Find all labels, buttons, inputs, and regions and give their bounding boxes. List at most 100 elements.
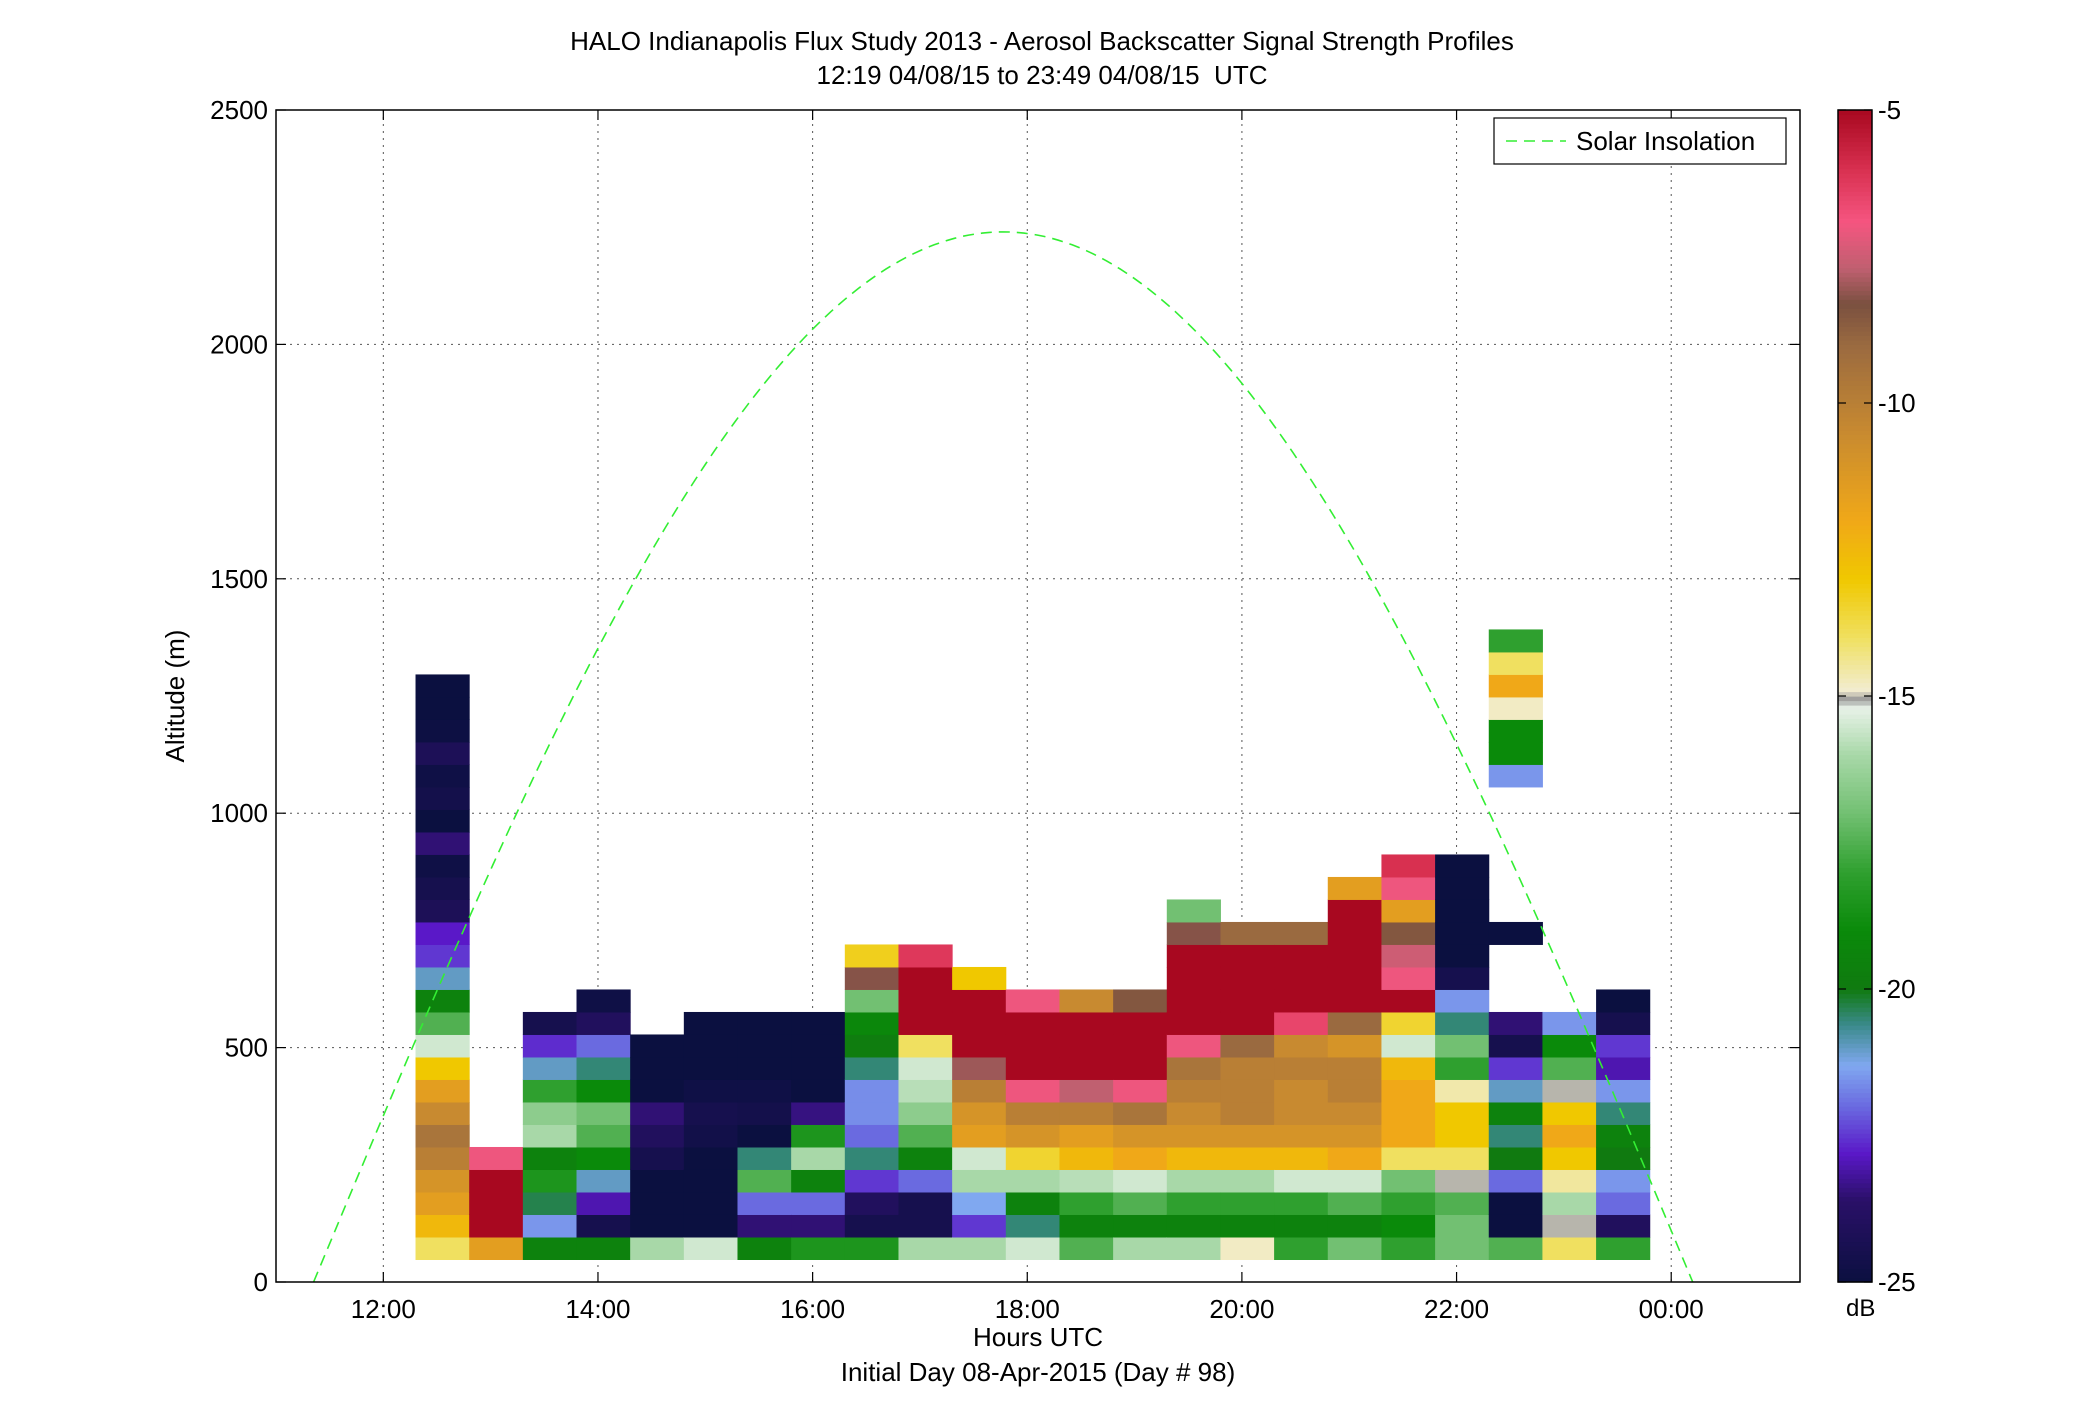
heatmap-cell bbox=[1327, 1056, 1382, 1080]
x-tick-label: 16:00 bbox=[780, 1294, 845, 1324]
heatmap-cell bbox=[1488, 629, 1543, 653]
heatmap-cell bbox=[1596, 1011, 1651, 1035]
heatmap-cell bbox=[1113, 989, 1168, 1013]
heatmap-cell bbox=[898, 1056, 953, 1080]
heatmap-cell bbox=[415, 1214, 470, 1238]
colorbar-strip bbox=[1838, 668, 1872, 675]
heatmap-cell bbox=[576, 989, 631, 1013]
heatmap-cell bbox=[1220, 1191, 1275, 1215]
colorbar-strip bbox=[1838, 114, 1872, 120]
heatmap-cell bbox=[1274, 1056, 1329, 1080]
heatmap-cell bbox=[576, 1079, 631, 1103]
colorbar-strip bbox=[1838, 754, 1872, 760]
colorbar-strip bbox=[1838, 939, 1872, 945]
colorbar-strip bbox=[1838, 1169, 1872, 1175]
heatmap-cell bbox=[1220, 921, 1275, 945]
heatmap-cell bbox=[1059, 1124, 1114, 1148]
heatmap-cell bbox=[1327, 1034, 1382, 1058]
x-tick-label: 20:00 bbox=[1209, 1294, 1274, 1324]
heatmap-cell bbox=[1274, 1124, 1329, 1148]
colorbar-strip bbox=[1838, 542, 1872, 548]
heatmap-cell bbox=[1220, 1056, 1275, 1080]
heatmap-cell bbox=[1435, 854, 1490, 878]
colorbar-strip bbox=[1838, 1268, 1872, 1274]
heatmap-cell bbox=[898, 944, 953, 968]
heatmap-cell bbox=[630, 1214, 685, 1238]
y-axis-ticks: 0 500 1000 1500 2000 2500 bbox=[210, 95, 1800, 1297]
heatmap-cell bbox=[415, 1056, 470, 1080]
colorbar-strip bbox=[1838, 1254, 1872, 1261]
heatmap-cell bbox=[1005, 1034, 1060, 1058]
colorbar-strip bbox=[1838, 840, 1872, 846]
heatmap-cell bbox=[683, 1034, 738, 1058]
colorbar: -5 -10 -15 -20 -25 dB bbox=[1837, 95, 1916, 1322]
heatmap-cell bbox=[1220, 1011, 1275, 1035]
colorbar-strip bbox=[1838, 209, 1872, 215]
colorbar-strip bbox=[1838, 155, 1872, 161]
colorbar-strip bbox=[1838, 921, 1872, 927]
colorbar-strip bbox=[1838, 565, 1872, 571]
colorbar-strip bbox=[1838, 1061, 1872, 1067]
colorbar-strip bbox=[1838, 655, 1872, 661]
colorbar-strip bbox=[1838, 389, 1872, 395]
heatmap-cell bbox=[1166, 989, 1221, 1013]
colorbar-strip bbox=[1838, 506, 1872, 512]
colorbar-strip bbox=[1838, 551, 1872, 557]
colorbar-strip bbox=[1838, 128, 1872, 134]
heatmap-cell bbox=[898, 966, 953, 990]
heatmap-cell bbox=[1005, 1079, 1060, 1103]
colorbar-strip bbox=[1838, 141, 1872, 147]
colorbar-strip bbox=[1838, 835, 1872, 841]
colorbar-strip bbox=[1838, 583, 1872, 589]
colorbar-strip bbox=[1838, 984, 1872, 990]
heatmap-cell bbox=[1166, 966, 1221, 990]
colorbar-label: dB bbox=[1846, 1295, 1875, 1322]
colorbar-strip bbox=[1838, 1025, 1872, 1031]
heatmap-cell bbox=[844, 944, 899, 968]
colorbar-strip bbox=[1838, 966, 1872, 972]
heatmap-cell bbox=[1005, 1214, 1060, 1238]
heatmap-cell bbox=[1005, 1011, 1060, 1035]
colorbar-strip bbox=[1838, 285, 1872, 291]
heatmap-cell bbox=[522, 1011, 578, 1035]
heatmap-cell bbox=[1005, 1056, 1060, 1080]
y-tick-label: 1500 bbox=[210, 564, 268, 594]
colorbar-strip bbox=[1838, 1263, 1872, 1270]
colorbar-strip bbox=[1838, 569, 1872, 575]
colorbar-strip bbox=[1838, 452, 1872, 458]
colorbar-strip bbox=[1838, 714, 1872, 720]
heatmap-cell bbox=[522, 1191, 578, 1215]
colorbar-strip bbox=[1838, 475, 1872, 481]
heatmap-cell bbox=[844, 1124, 899, 1148]
heatmap-cell bbox=[576, 1011, 631, 1035]
colorbar-strip bbox=[1838, 547, 1872, 553]
heatmap-cell bbox=[1059, 1214, 1114, 1238]
heatmap-cell bbox=[1274, 1011, 1329, 1035]
colorbar-strip bbox=[1838, 520, 1872, 526]
heatmap-cell bbox=[1435, 1079, 1490, 1103]
heatmap-cell bbox=[898, 1191, 953, 1215]
colorbar-strip bbox=[1838, 1074, 1872, 1080]
heatmap-cell bbox=[576, 1056, 631, 1080]
colorbar-strip bbox=[1838, 732, 1872, 738]
colorbar-strip bbox=[1838, 673, 1872, 679]
colorbar-strip bbox=[1838, 407, 1872, 413]
heatmap-cell bbox=[1488, 1034, 1543, 1058]
colorbar-strip bbox=[1838, 488, 1872, 494]
colorbar-strip bbox=[1838, 439, 1872, 445]
heatmap-cell bbox=[791, 1214, 846, 1238]
colorbar-strip bbox=[1838, 276, 1872, 282]
heatmap-cell bbox=[576, 1236, 631, 1260]
heatmap-cell bbox=[1435, 876, 1490, 900]
heatmap-cell bbox=[683, 1101, 738, 1125]
heatmap-cell bbox=[1005, 1169, 1060, 1193]
heatmap-cell bbox=[952, 1236, 1007, 1260]
heatmap-cell bbox=[1113, 1191, 1168, 1215]
heatmap-cell bbox=[1435, 1124, 1490, 1148]
colorbar-strip bbox=[1838, 371, 1872, 377]
colorbar-strip bbox=[1838, 524, 1872, 530]
heatmap-cell bbox=[1113, 1236, 1168, 1260]
colorbar-strip bbox=[1838, 867, 1872, 873]
heatmap-cell bbox=[630, 1101, 685, 1125]
heatmap-cell bbox=[415, 674, 470, 698]
